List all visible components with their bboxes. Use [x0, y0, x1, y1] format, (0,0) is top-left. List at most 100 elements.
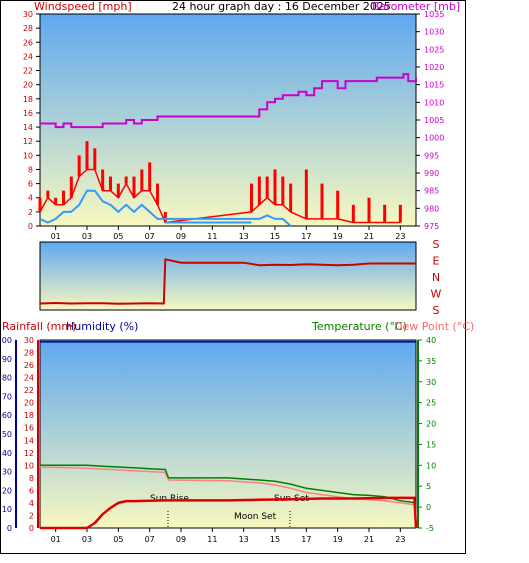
wind-y-tick-label: 0: [28, 222, 33, 231]
chart-title: 24 hour graph day : 16 December 2025: [172, 0, 391, 13]
rain-y-tick-label: 24: [24, 374, 34, 383]
temp-y-tick-label: 40: [426, 336, 436, 345]
humidity-y-tick-label: 80: [2, 374, 12, 383]
wind-y-tick-label: 26: [23, 38, 33, 47]
temp-x-tick-label: 17: [301, 535, 311, 544]
wind-x-tick-label: 13: [239, 232, 249, 241]
temp-y-tick-label: -5: [426, 524, 434, 533]
rain-y-tick-label: 14: [24, 436, 34, 445]
windspeed-line: [39, 168, 401, 224]
temp-y-tick-label: 15: [426, 440, 436, 449]
wind-x-tick-label: 07: [145, 232, 155, 241]
windspeed-axis-title: Windspeed [mph]: [34, 0, 132, 13]
temp-y-tick-label: 10: [426, 461, 436, 470]
temp-x-tick-label: 09: [176, 535, 186, 544]
rain-y-tick-label: 26: [24, 361, 34, 370]
wind-y-tick-label: 14: [23, 123, 33, 132]
humidity-y-tick-label: 50: [2, 430, 12, 439]
baro-y-tick-label: 1025: [424, 45, 444, 54]
baro-y-tick-label: 990: [424, 169, 439, 178]
chart-marks: 0246810121416182022242628309759809859909…: [0, 10, 444, 544]
wind-y-tick-label: 12: [23, 137, 33, 146]
wind-x-tick-label: 09: [176, 232, 186, 241]
temperature-line: [40, 464, 417, 504]
rain-y-tick-label: 12: [24, 449, 34, 458]
baro-y-tick-label: 980: [424, 204, 439, 213]
baro-y-tick-label: 985: [424, 187, 439, 196]
baro-y-tick-label: 995: [424, 151, 439, 160]
wind-x-tick-label: 03: [82, 232, 92, 241]
rainfall-axis-title: Rainfall (mm): [2, 320, 76, 333]
rain-y-tick-label: 18: [24, 411, 34, 420]
baro-y-tick-label: 975: [424, 222, 439, 231]
temp-x-tick-label: 19: [333, 535, 343, 544]
temp-x-tick-label: 07: [145, 535, 155, 544]
wind-x-tick-label: 21: [364, 232, 374, 241]
rain-y-tick-label: 2: [29, 511, 34, 520]
rain-y-tick-label: 22: [24, 386, 34, 395]
baro-y-tick-label: 1010: [424, 98, 444, 107]
temp-x-tick-label: 13: [239, 535, 249, 544]
rainfall-line: [40, 496, 418, 530]
temp-y-tick-label: 25: [426, 399, 436, 408]
temp-y-tick-label: 5: [426, 482, 431, 491]
humidity-y-tick-label: 70: [2, 392, 12, 401]
wind-x-tick-label: 23: [395, 232, 405, 241]
humidity-y-tick-label: 30: [2, 468, 12, 477]
rain-y-tick-label: 10: [24, 461, 34, 470]
wind-y-tick-label: 6: [28, 180, 33, 189]
wind-y-tick-label: 30: [23, 10, 33, 19]
wind-y-tick-label: 4: [28, 194, 33, 203]
moon-set-label: Moon Set: [234, 512, 277, 522]
rain-y-tick-label: 28: [24, 349, 34, 358]
wind-y-tick-label: 16: [23, 109, 33, 118]
baro-y-tick-label: 1035: [424, 10, 444, 19]
direction-label: W: [431, 288, 442, 301]
temp-panel: [39, 339, 417, 529]
temp-x-tick-label: 23: [395, 535, 405, 544]
wind-y-tick-label: 20: [23, 81, 33, 90]
direction-panel: [39, 241, 417, 311]
temp-x-tick-label: 01: [51, 535, 61, 544]
humidity-y-tick-label: 20: [2, 486, 12, 495]
wind-y-tick-label: 2: [28, 208, 33, 217]
temp-y-tick-label: 30: [426, 378, 436, 387]
temperature-axis-title: Temperature (°C): [311, 320, 407, 333]
sun-rise-label: Sun Rise: [150, 494, 189, 504]
baro-y-tick-label: 1015: [424, 81, 444, 90]
temp-x-tick-label: 03: [82, 535, 92, 544]
humidity-axis-title: Humidity (%): [66, 320, 138, 333]
direction-label: N: [432, 271, 440, 284]
humidity-y-tick-label: 90: [2, 355, 12, 364]
temp-x-tick-label: 05: [113, 535, 123, 544]
wind-y-tick-label: 24: [23, 52, 33, 61]
barometer-axis-title: Barometer [mb]: [372, 0, 460, 13]
wind-y-tick-label: 10: [23, 151, 33, 160]
wind-x-tick-label: 05: [113, 232, 123, 241]
rain-y-tick-label: 0: [29, 524, 34, 533]
temp-y-tick-label: 0: [426, 503, 431, 512]
direction-label: E: [433, 255, 440, 268]
wind-y-tick-label: 28: [23, 24, 33, 33]
baro-y-tick-label: 1000: [424, 134, 444, 143]
rain-y-tick-label: 4: [29, 499, 34, 508]
humidity-y-tick-label: 40: [2, 449, 12, 458]
humidity-y-tick-label: 10: [2, 505, 12, 514]
rain-y-tick-label: 16: [24, 424, 34, 433]
temp-y-tick-label: 20: [426, 420, 436, 429]
rain-y-tick-label: 30: [24, 336, 34, 345]
rain-y-tick-label: 6: [29, 486, 34, 495]
rain-y-tick-label: 8: [29, 474, 34, 483]
temp-x-tick-label: 11: [207, 535, 217, 544]
rain-y-tick-label: 20: [24, 399, 34, 408]
baro-y-tick-label: 1020: [424, 63, 444, 72]
temp-x-tick-label: 15: [270, 535, 280, 544]
direction-label: S: [433, 238, 440, 251]
direction-label: S: [433, 304, 440, 317]
wind-x-tick-label: 11: [207, 232, 217, 241]
wind-x-tick-label: 15: [270, 232, 280, 241]
wind-x-tick-label: 01: [51, 232, 61, 241]
humidity-y-tick-label: 0: [7, 524, 12, 533]
